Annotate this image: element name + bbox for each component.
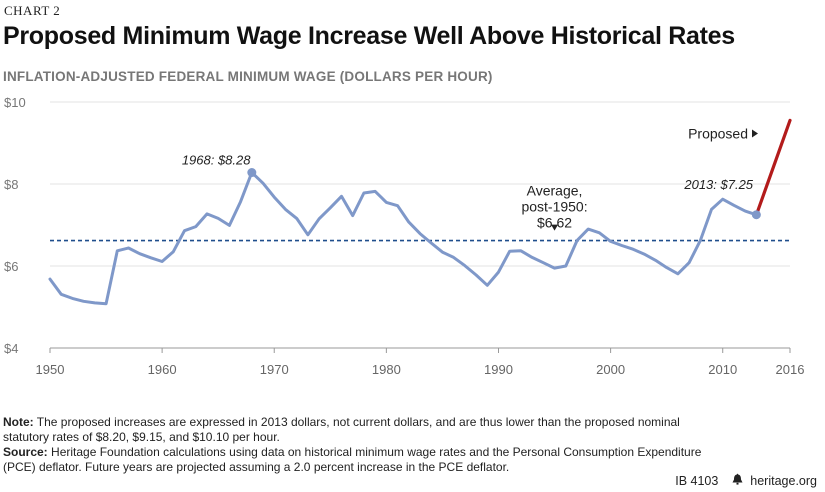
peak-1968-label: 1968: $8.28 [182, 153, 251, 168]
average-label: $6.62 [537, 215, 572, 231]
source-label: Source: [3, 445, 48, 459]
current-2013-point [751, 210, 761, 220]
y-tick-label: $10 [4, 95, 26, 110]
y-tick-label: $4 [4, 341, 18, 356]
line-chart: $4 $6 $8 $10 1950 1960 1970 1980 1990 2000 2010 201… [4, 95, 805, 377]
x-tick-label: 2016 [776, 362, 805, 377]
chart-subtitle: INFLATION-ADJUSTED FEDERAL MINIMUM WAGE … [3, 69, 493, 84]
average-label: post-1950: [521, 199, 587, 215]
note-label: Note: [3, 415, 34, 429]
source-paragraph: Source: Heritage Foundation calculations… [3, 445, 703, 475]
x-tick-label: 1980 [372, 362, 401, 377]
x-tick-label: 1950 [36, 362, 65, 377]
x-tick-label: 2000 [596, 362, 625, 377]
x-tick-label: 1990 [484, 362, 513, 377]
x-tick-label: 2010 [708, 362, 737, 377]
current-2013-label: 2013: $7.25 [683, 177, 753, 192]
footer: IB 4103 heritage.org [675, 473, 817, 488]
note-paragraph: Note: The proposed increases are express… [3, 415, 703, 445]
note-text: The proposed increases are expressed in … [3, 415, 680, 444]
site-name: heritage.org [750, 474, 817, 488]
x-tick-label: 1960 [148, 362, 177, 377]
notes-block: Note: The proposed increases are express… [3, 415, 703, 475]
historical-wage-line [48, 171, 758, 306]
source-text: Heritage Foundation calculations using d… [3, 445, 702, 474]
average-marker-arrow [551, 224, 559, 231]
average-label: Average, [527, 183, 583, 199]
y-tick-label: $8 [4, 177, 18, 192]
x-tick-label: 1970 [260, 362, 289, 377]
peak-1968-point [247, 168, 257, 178]
chart-title: Proposed Minimum Wage Increase Well Abov… [3, 22, 735, 50]
brief-id: IB 4103 [675, 474, 719, 488]
proposed-label: Proposed [688, 125, 748, 141]
chart-number-label: CHART 2 [4, 3, 61, 18]
y-tick-label: $6 [4, 259, 18, 274]
proposed-arrow-icon [752, 129, 758, 138]
proposed-wage-line [754, 118, 792, 217]
liberty-bell-icon [732, 473, 743, 488]
